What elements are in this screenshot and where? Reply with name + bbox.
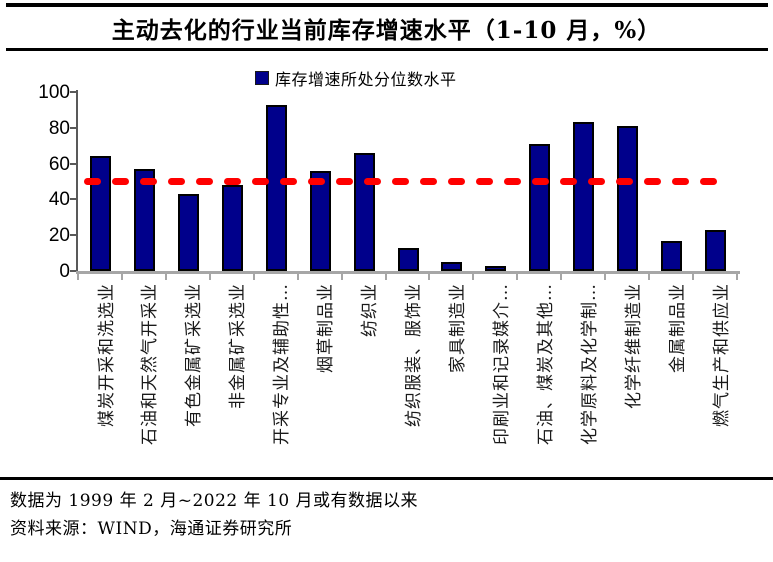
x-category-label: 金属制品业: [667, 283, 688, 373]
footer-source: 资料来源：WIND，海通证券研究所: [10, 519, 293, 539]
y-tick-label: 80: [48, 117, 70, 139]
chart-title: 主动去化的行业当前库存增速水平（1-10 月，%）: [111, 17, 662, 44]
reference-line-dash: [476, 178, 493, 185]
reference-line-dash: [392, 178, 409, 185]
x-tick: [120, 271, 123, 280]
legend-marker-icon: [255, 71, 269, 85]
x-tick: [164, 271, 167, 280]
reference-line-dash: [364, 178, 381, 185]
reference-line-dash: [532, 178, 549, 185]
reference-line-dash: [168, 178, 185, 185]
x-tick: [604, 271, 607, 280]
y-tick-label: 100: [38, 82, 70, 103]
bar: [133, 168, 155, 271]
x-category-label: 石油、煤炭及其他…: [535, 283, 556, 445]
bar: [441, 262, 463, 271]
bar: [221, 185, 243, 271]
y-tick: [70, 270, 77, 272]
x-tick: [252, 271, 255, 280]
bar: [177, 194, 199, 271]
x-tick: [560, 271, 563, 280]
reference-line-dash: [224, 178, 241, 185]
x-category-label: 家具制造业: [447, 283, 468, 373]
reference-line-dash: [644, 178, 661, 185]
x-category-label: 印刷业和记录媒介…: [491, 283, 512, 445]
x-category-label: 非金属矿采选业: [228, 283, 249, 409]
x-category-label: 燃气生产和供应业: [711, 283, 732, 427]
reference-line-dash: [448, 178, 465, 185]
x-tick: [735, 271, 738, 280]
y-tick-label: 60: [48, 153, 70, 175]
bar: [617, 126, 639, 271]
footer-note: 数据为 1999 年 2 月~2022 年 10 月或有数据以来: [10, 491, 419, 511]
title-bottom-border: [6, 48, 768, 51]
reference-line-dash: [560, 178, 577, 185]
bar: [705, 229, 727, 271]
footer-divider: [0, 477, 773, 480]
x-tick: [428, 271, 431, 280]
reference-line-dash: [672, 178, 689, 185]
bar: [309, 170, 331, 271]
reference-line-dash: [308, 178, 325, 185]
x-tick: [340, 271, 343, 280]
x-tick: [77, 271, 79, 280]
x-tick: [208, 271, 211, 280]
bar: [397, 247, 419, 271]
bar: [573, 122, 595, 271]
bar: [485, 265, 507, 271]
y-tick: [70, 126, 77, 129]
x-category-label: 开采专业及辅助性…: [272, 283, 293, 445]
title-top-border: [6, 3, 768, 7]
reference-line-dash: [616, 178, 633, 185]
y-tick-label: 0: [59, 261, 70, 282]
bar: [90, 156, 111, 271]
reference-line-dash: [700, 178, 717, 185]
x-tick: [648, 271, 651, 280]
x-category-label: 化学纤维制造业: [623, 283, 644, 409]
bar: [529, 143, 551, 271]
x-category-label: 纺织业: [360, 283, 381, 337]
x-category-label: 烟草制品业: [316, 283, 337, 373]
x-tick: [472, 271, 475, 280]
y-tick-label: 20: [48, 225, 70, 247]
x-category-label: 有色金属矿采选业: [184, 283, 205, 427]
bar: [661, 240, 683, 271]
reference-line-dash: [420, 178, 437, 185]
reference-line-dash: [84, 178, 101, 185]
x-category-label: 石油和天然气开采业: [140, 283, 161, 445]
reference-line-dash: [336, 178, 353, 185]
reference-line-dash: [280, 178, 297, 185]
bar: [265, 104, 287, 271]
x-category-label: 纺织服装、服饰业: [404, 283, 424, 427]
reference-line-dash: [112, 178, 129, 185]
reference-line-dash: [252, 178, 269, 185]
x-axis-line: [76, 271, 740, 274]
x-tick: [692, 271, 695, 280]
legend-label: 库存增速所处分位数水平: [275, 70, 457, 89]
x-category-label: 煤炭开采和洗选业: [96, 283, 117, 427]
reference-line-dash: [504, 178, 521, 185]
legend: 库存增速所处分位数水平: [255, 66, 457, 90]
x-tick: [384, 271, 387, 280]
y-tick: [70, 91, 77, 93]
reference-line-dash: [588, 178, 605, 185]
y-tick: [70, 198, 77, 201]
y-axis-line: [76, 90, 78, 274]
plot-area: [76, 92, 740, 280]
x-tick: [516, 271, 519, 280]
reference-line-dash: [196, 178, 213, 185]
y-tick: [70, 162, 77, 165]
y-tick: [70, 234, 77, 237]
reference-line-dash: [140, 178, 157, 185]
x-tick: [296, 271, 299, 280]
x-category-label: 化学原料及化学制…: [579, 283, 600, 445]
bar: [353, 152, 375, 271]
y-tick-label: 40: [48, 189, 70, 211]
